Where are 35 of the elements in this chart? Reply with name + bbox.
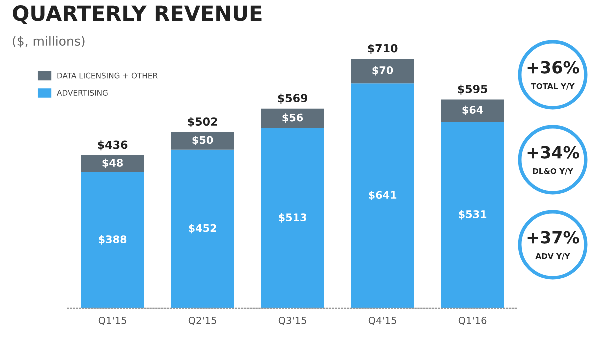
x-tick-label: Q3'15 xyxy=(278,316,306,326)
data-label: $48 xyxy=(102,158,124,168)
data-label: $64 xyxy=(462,106,484,116)
text: +34% xyxy=(528,146,580,159)
text: +36% xyxy=(528,61,580,74)
data-label: $531 xyxy=(459,210,487,220)
total-label: $502 xyxy=(188,117,218,128)
data-label: $388 xyxy=(99,235,127,245)
x-tick-label: Q2'15 xyxy=(188,316,216,326)
bar xyxy=(81,172,144,308)
total-label: $710 xyxy=(368,44,398,54)
data-label: $641 xyxy=(369,191,397,200)
total-label: $436 xyxy=(98,140,128,151)
data-label: $70 xyxy=(372,66,394,76)
bar xyxy=(351,59,414,84)
bar xyxy=(261,108,324,129)
x-tick-label: Q1'15 xyxy=(98,316,126,326)
x-tick-label: Q1'16 xyxy=(458,316,487,326)
bar xyxy=(261,128,324,308)
total-label: $569 xyxy=(278,94,308,104)
text: +37% xyxy=(528,231,580,244)
data-label: $56 xyxy=(282,114,304,124)
total-label: $595 xyxy=(458,84,488,95)
x-tick-label: Q4'15 xyxy=(368,316,396,326)
bar xyxy=(441,100,504,122)
bar xyxy=(81,156,144,172)
bar xyxy=(171,132,234,150)
bar xyxy=(171,150,234,308)
data-label: $513 xyxy=(279,213,306,223)
chart-title: QUARTERLY REVENUE xyxy=(13,6,262,24)
bar xyxy=(441,122,504,308)
data-label: $50 xyxy=(192,136,214,146)
bar xyxy=(351,84,414,308)
data-label: $452 xyxy=(189,224,216,234)
chart-subtitle: ($, millions) xyxy=(13,36,85,48)
